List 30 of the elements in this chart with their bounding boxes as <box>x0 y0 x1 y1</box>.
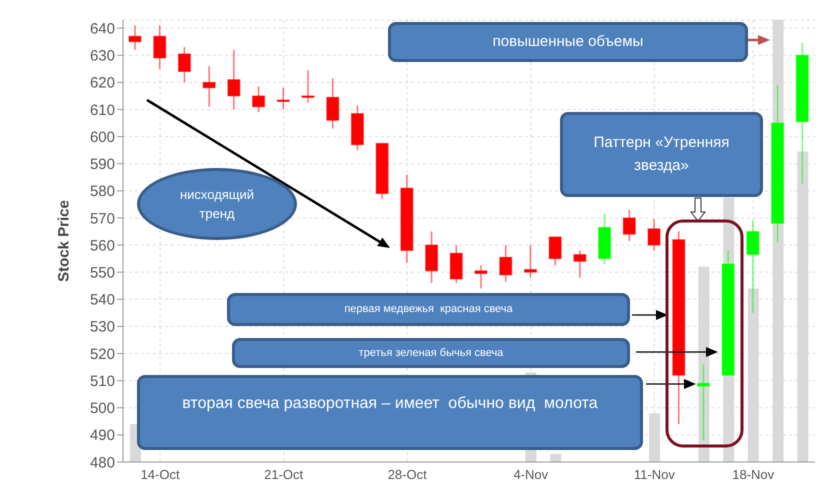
callout-box: первая медвежья красная свеча <box>227 293 630 326</box>
callout-box: вторая свеча разворотная – имеет обычно вид молота <box>137 375 643 450</box>
y-tick-label: 520 <box>90 346 115 363</box>
y-tick-label: 590 <box>90 156 115 174</box>
y-tick-label: 500 <box>90 400 115 418</box>
y-tick-label: 560 <box>90 237 115 254</box>
x-tick-label: 18-Nov <box>732 467 775 482</box>
y-tick-label: 550 <box>90 264 115 282</box>
y-tick-label: 630 <box>90 48 115 65</box>
y-tick-label: 530 <box>90 318 115 336</box>
y-axis-title: Stock Price <box>55 200 72 282</box>
x-tick-label: 11-Nov <box>634 467 676 482</box>
y-tick-label: 600 <box>90 128 115 146</box>
y-tick-label: 640 <box>90 20 115 38</box>
x-tick-label: 28-Oct <box>388 467 428 482</box>
callout-box: Паттерн «Утренняя звезда» <box>560 112 763 197</box>
y-tick-label: 510 <box>90 372 115 390</box>
callout-box: третья зеленая бычья свеча <box>232 338 630 368</box>
y-tick-label: 620 <box>90 74 115 92</box>
x-tick-label: 14-Oct <box>140 467 180 482</box>
y-tick-label: 580 <box>90 183 115 200</box>
y-tick-label: 480 <box>90 454 115 472</box>
x-tick-label: 4-Nov <box>513 467 549 482</box>
callout-box: повышенные объемы <box>388 22 748 62</box>
x-tick-label: 21-Oct <box>264 467 304 482</box>
y-tick-label: 490 <box>90 427 115 444</box>
y-tick-label: 540 <box>90 292 115 309</box>
y-tick-label: 570 <box>90 210 115 228</box>
y-tick-label: 610 <box>90 102 115 119</box>
callout-ellipse: нисходящий тренд <box>137 168 297 240</box>
